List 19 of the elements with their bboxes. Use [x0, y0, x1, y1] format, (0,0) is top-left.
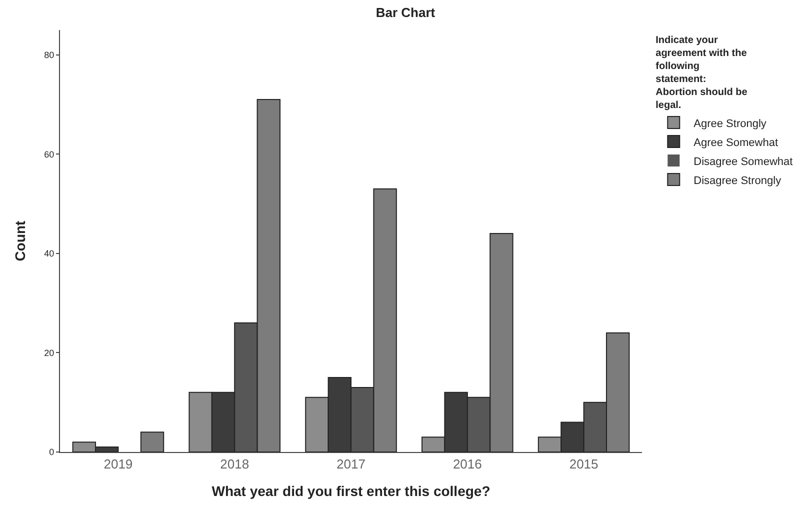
- x-axis-title: What year did you first enter this college?: [212, 482, 490, 499]
- y-tick-label: 80: [44, 50, 54, 60]
- legend-label: Agree Strongly: [694, 118, 767, 130]
- x-tick-label: 2018: [220, 456, 250, 472]
- legend-label: Agree Somewhat: [694, 136, 778, 149]
- x-tick-label: 2019: [104, 456, 133, 472]
- legend-title: Indicate your agreement with the following statement: Abortion should be legal.: [656, 35, 748, 111]
- chart-title: Bar Chart: [376, 4, 436, 20]
- legend-label: Disagree Strongly: [694, 174, 782, 187]
- legend-label: Disagree Somewhat: [694, 156, 793, 168]
- y-tick-label: 40: [44, 248, 54, 259]
- y-tick-label: 20: [44, 348, 54, 358]
- y-axis-title: Count: [12, 220, 28, 262]
- x-tick-label: 2017: [336, 456, 366, 472]
- x-tick-label: 2015: [569, 456, 598, 472]
- x-tick-label: 2016: [452, 456, 482, 472]
- y-tick-label: 0: [49, 447, 54, 458]
- y-tick-label: 60: [44, 149, 54, 160]
- bar: [140, 432, 164, 452]
